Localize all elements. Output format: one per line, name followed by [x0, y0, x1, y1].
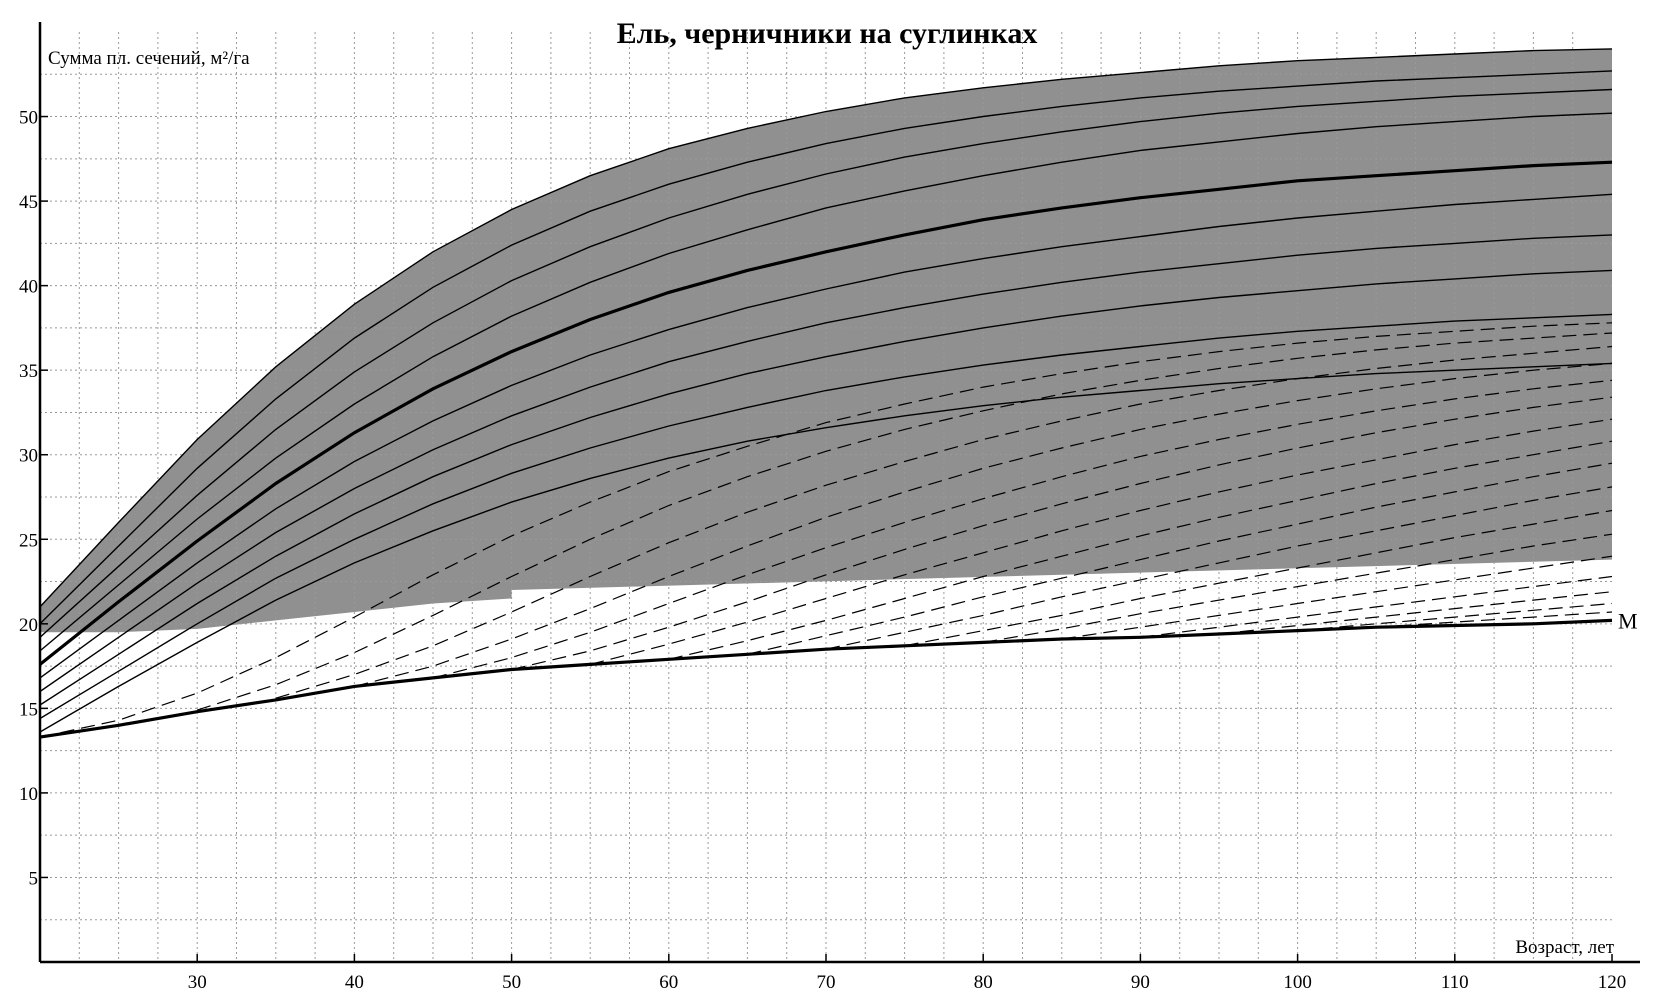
y-axis-label: Сумма пл. сечений, м²/га — [48, 48, 250, 69]
series-line-4 — [39, 112, 1613, 652]
series-line-25 — [1218, 591, 1613, 635]
x-tick-label: 30 — [188, 972, 207, 993]
y-tick-label: 15 — [19, 699, 38, 720]
x-tick-label: 70 — [817, 972, 836, 993]
shaded-band — [40, 48, 1612, 633]
x-tick-label: 80 — [974, 972, 993, 993]
y-tick-label: 5 — [29, 868, 39, 889]
y-tick-label: 45 — [19, 192, 38, 213]
series-line-15 — [432, 379, 1613, 679]
series-line-12 — [197, 332, 1613, 711]
series-line-3 — [39, 88, 1613, 638]
series-line-1 — [39, 48, 1613, 608]
y-tick-label: 50 — [19, 108, 38, 129]
series-line-16 — [511, 396, 1613, 671]
x-tick-label: 50 — [502, 972, 521, 993]
x-axis-label: Возраст, лет — [1515, 937, 1614, 958]
series-line-8 — [39, 269, 1613, 706]
series-lines — [39, 48, 1613, 739]
x-tick-label: 110 — [1441, 972, 1469, 993]
series-line-7 — [39, 234, 1613, 693]
shaded-band-area — [40, 48, 1612, 633]
series-label-m: M — [1618, 608, 1638, 633]
y-tick-label: 30 — [19, 446, 38, 467]
series-line-23 — [1061, 555, 1613, 640]
series-line-13 — [275, 345, 1613, 699]
x-tick-label: 90 — [1131, 972, 1150, 993]
series-line-9 — [39, 313, 1613, 720]
series-line-6 — [39, 193, 1613, 679]
series-line-18 — [668, 440, 1613, 660]
series-line-5 — [39, 160, 1613, 666]
chart-title: Ель, черничники на суглинках — [617, 17, 1038, 50]
y-tick-label: 25 — [19, 530, 38, 551]
tick-labels: 30 40 50 60 70 80 90 100 110 120 5 10 15 20 25 30 35 40 45… — [19, 108, 1626, 993]
series-line-2 — [39, 70, 1613, 625]
y-tick-label: 40 — [19, 277, 38, 298]
grid — [40, 32, 1612, 962]
series-line-14 — [354, 362, 1613, 687]
series-line-21 — [904, 509, 1613, 647]
series-line-20 — [825, 486, 1613, 650]
x-tick-label: 40 — [345, 972, 364, 993]
series-line-11 — [39, 322, 1613, 738]
x-tick-label: 60 — [659, 972, 678, 993]
series-line-22 — [983, 533, 1613, 643]
x-tick-label: 120 — [1598, 972, 1627, 993]
y-tick-label: 35 — [19, 361, 38, 382]
axes — [38, 22, 1640, 964]
y-tick-label: 20 — [19, 615, 38, 636]
y-tick-label: 10 — [19, 784, 38, 805]
x-tick-label: 100 — [1283, 972, 1312, 993]
series-line-26 — [1297, 602, 1613, 632]
series-line-10 — [39, 362, 1613, 733]
series-line-17 — [590, 418, 1613, 665]
series-line-27 — [1376, 611, 1613, 628]
series-line-24 — [1140, 575, 1613, 638]
series-line-19 — [747, 462, 1613, 655]
